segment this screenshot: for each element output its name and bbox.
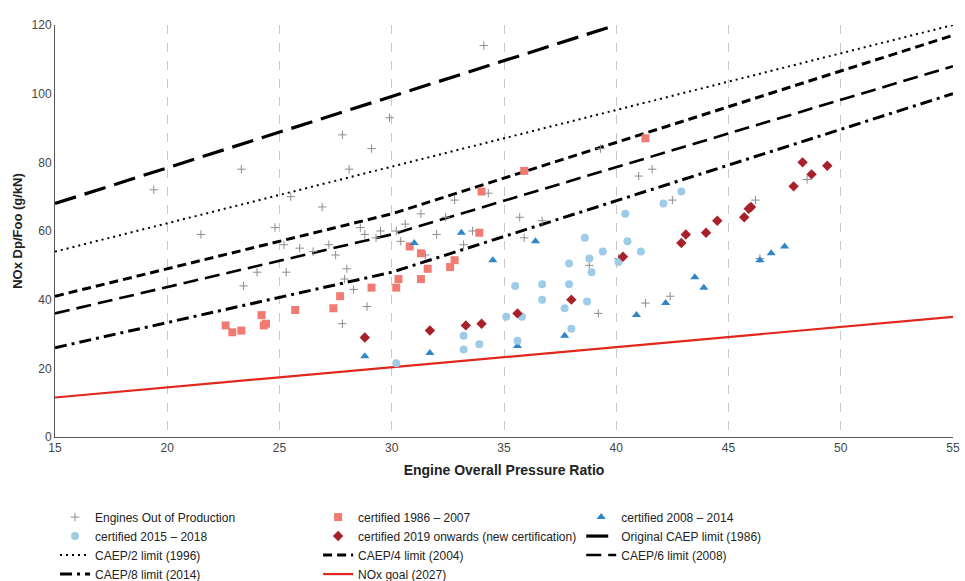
svg-text:55: 55 bbox=[946, 441, 960, 455]
svg-text:20: 20 bbox=[38, 362, 52, 376]
svg-text:certified 2019 onwards (new ce: certified 2019 onwards (new certificatio… bbox=[358, 530, 576, 544]
svg-text:Original CAEP limit (1986): Original CAEP limit (1986) bbox=[621, 530, 761, 544]
svg-text:CAEP/4 limit (2004): CAEP/4 limit (2004) bbox=[358, 549, 463, 563]
svg-text:20: 20 bbox=[161, 441, 175, 455]
svg-text:100: 100 bbox=[32, 87, 52, 101]
svg-text:35: 35 bbox=[497, 441, 511, 455]
svg-text:25: 25 bbox=[273, 441, 287, 455]
svg-text:CAEP/8 limit (2014): CAEP/8 limit (2014) bbox=[95, 568, 200, 581]
svg-text:30: 30 bbox=[385, 441, 399, 455]
svg-text:NOx Dp/Foo (g/kN): NOx Dp/Foo (g/kN) bbox=[10, 173, 25, 289]
svg-text:CAEP/2 limit (1996): CAEP/2 limit (1996) bbox=[95, 549, 200, 563]
svg-text:Engine Overall Pressure Ratio: Engine Overall Pressure Ratio bbox=[404, 462, 605, 478]
svg-text:Engines Out of Production: Engines Out of Production bbox=[95, 511, 235, 525]
svg-text:40: 40 bbox=[610, 441, 624, 455]
svg-text:80: 80 bbox=[38, 156, 52, 170]
svg-text:15: 15 bbox=[48, 441, 62, 455]
svg-text:NOx goal (2027): NOx goal (2027) bbox=[358, 568, 446, 581]
svg-text:CAEP/6 limit (2008): CAEP/6 limit (2008) bbox=[621, 549, 726, 563]
svg-text:45: 45 bbox=[722, 441, 736, 455]
svg-text:120: 120 bbox=[32, 18, 52, 32]
svg-text:0: 0 bbox=[45, 430, 52, 444]
svg-text:50: 50 bbox=[834, 441, 848, 455]
svg-text:certified 2015 – 2018: certified 2015 – 2018 bbox=[95, 530, 207, 544]
svg-text:certified 2008 – 2014: certified 2008 – 2014 bbox=[621, 511, 733, 525]
svg-text:60: 60 bbox=[38, 224, 52, 238]
svg-text:40: 40 bbox=[38, 293, 52, 307]
svg-text:certified 1986 – 2007: certified 1986 – 2007 bbox=[358, 511, 470, 525]
